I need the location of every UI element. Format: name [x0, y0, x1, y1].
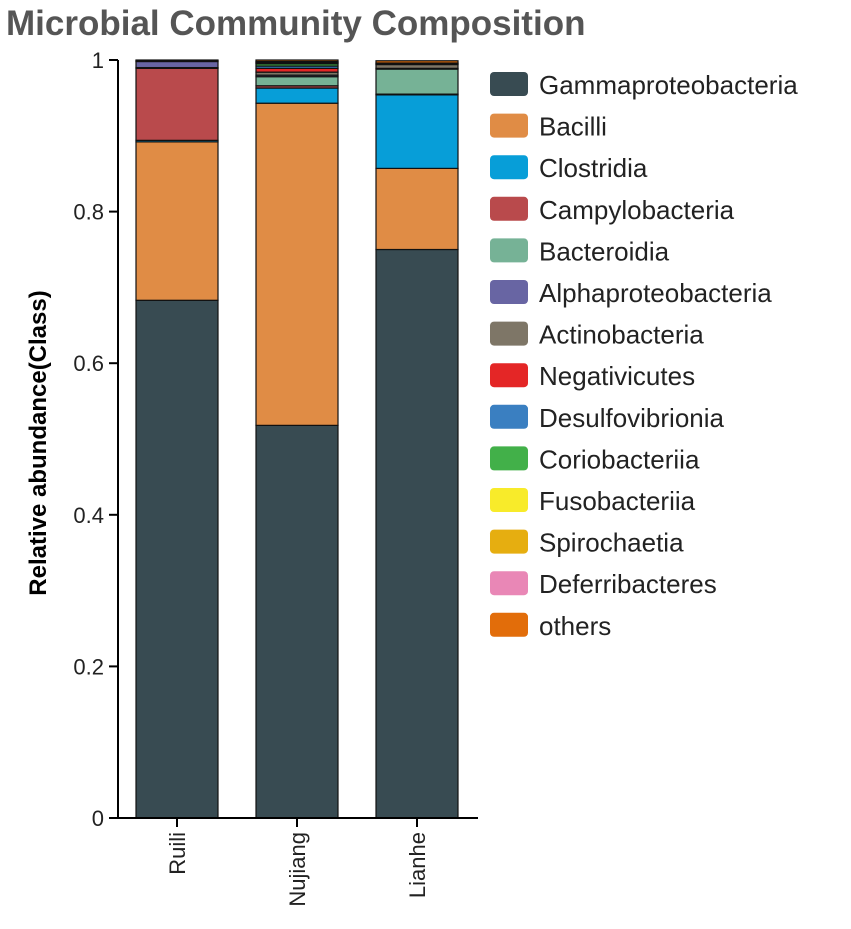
- y-tick-label: 1: [92, 48, 104, 73]
- bar-segment-nujiang-gammaproteobacteria: [255, 424, 339, 819]
- axes-layer: 0 0.2 0.4 0.6 0.8 1 Ruili Nujiang Lianhe Relative…: [25, 48, 478, 907]
- legend-swatch-bacteroidia: [490, 238, 528, 263]
- legend-swatch-deferribacteres: [490, 571, 528, 596]
- bar-segment-lianhe-bacteroidia: [375, 68, 459, 95]
- y-tick-label: 0.4: [73, 503, 104, 528]
- legend-label-spirochaetia: Spirochaetia: [539, 528, 684, 558]
- bar-segment-lianhe-clostridia: [375, 94, 459, 169]
- legend-label-alphaproteobacteria: Alphaproteobacteria: [539, 278, 772, 308]
- bar-segment-ruili-bacilli: [135, 141, 219, 301]
- bar-segment-nujiang-others: [255, 59, 339, 63]
- legend-label-deferribacteres: Deferribacteres: [539, 569, 717, 599]
- legend-label-bacteroidia: Bacteroidia: [539, 236, 670, 266]
- bar-segment-ruili-gammaproteobacteria: [135, 299, 219, 819]
- legend-swatch-clostridia: [490, 155, 528, 180]
- bar-segment-lianhe-gammaproteobacteria: [375, 248, 459, 819]
- legend-swatch-alphaproteobacteria: [490, 280, 528, 304]
- bar-segment-nujiang-bacilli: [255, 102, 339, 426]
- legend-layer: Gammaproteobacteria Bacilli Clostridia Camp…: [490, 70, 798, 641]
- x-tick-label-ruili: Ruili: [165, 832, 190, 875]
- legend-label-coriobacteriia: Coriobacteriia: [539, 444, 700, 474]
- legend-swatch-bacilli: [490, 113, 528, 138]
- bar-segment-nujiang-clostridia: [255, 87, 339, 104]
- legend-swatch-actinobacteria: [490, 321, 528, 346]
- bar-segment-nujiang-bacteroidia: [255, 76, 339, 87]
- y-tick-label: 0.8: [73, 200, 104, 225]
- legend-swatch-desulfovibrionia: [490, 404, 528, 429]
- chart-title: Microbial Community Composition: [6, 4, 586, 43]
- bar-segment-lianhe-others: [375, 60, 459, 64]
- legend-label-bacilli: Bacilli: [539, 112, 607, 142]
- bar-segment-ruili-campylobacteria: [135, 67, 219, 141]
- legend-label-campylobacteria: Campylobacteria: [539, 195, 735, 225]
- legend-label-gammaproteobacteria: Gammaproteobacteria: [539, 70, 798, 100]
- y-axis-title: Relative abundance(Class): [25, 290, 52, 595]
- bar-segment-ruili-alphaproteobacteria: [135, 60, 219, 69]
- y-tick-label: 0: [92, 806, 104, 831]
- legend-label-desulfovibrionia: Desulfovibrionia: [539, 403, 725, 433]
- legend-swatch-others: [490, 612, 528, 637]
- legend-label-clostridia: Clostridia: [539, 153, 648, 183]
- legend-label-actinobacteria: Actinobacteria: [539, 320, 704, 350]
- y-tick-label: 0.6: [73, 351, 104, 376]
- legend-label-fusobacteriia: Fusobacteriia: [539, 486, 696, 516]
- x-tick-label-nujiang: Nujiang: [285, 832, 310, 907]
- legend-swatch-fusobacteriia: [490, 488, 528, 512]
- legend-label-negativicutes: Negativicutes: [539, 361, 695, 391]
- bar-segment-ruili-others: [135, 59, 219, 62]
- bars-layer: [135, 59, 459, 819]
- legend-swatch-coriobacteriia: [490, 446, 528, 471]
- legend-label-others: others: [539, 611, 611, 641]
- y-tick-label: 0.2: [73, 654, 104, 679]
- legend-swatch-gammaproteobacteria: [490, 72, 528, 96]
- x-tick-label-lianhe: Lianhe: [405, 832, 430, 898]
- legend-swatch-campylobacteria: [490, 196, 528, 221]
- bar-segment-lianhe-bacilli: [375, 167, 459, 251]
- legend-swatch-negativicutes: [490, 363, 528, 388]
- legend-swatch-spirochaetia: [490, 529, 528, 554]
